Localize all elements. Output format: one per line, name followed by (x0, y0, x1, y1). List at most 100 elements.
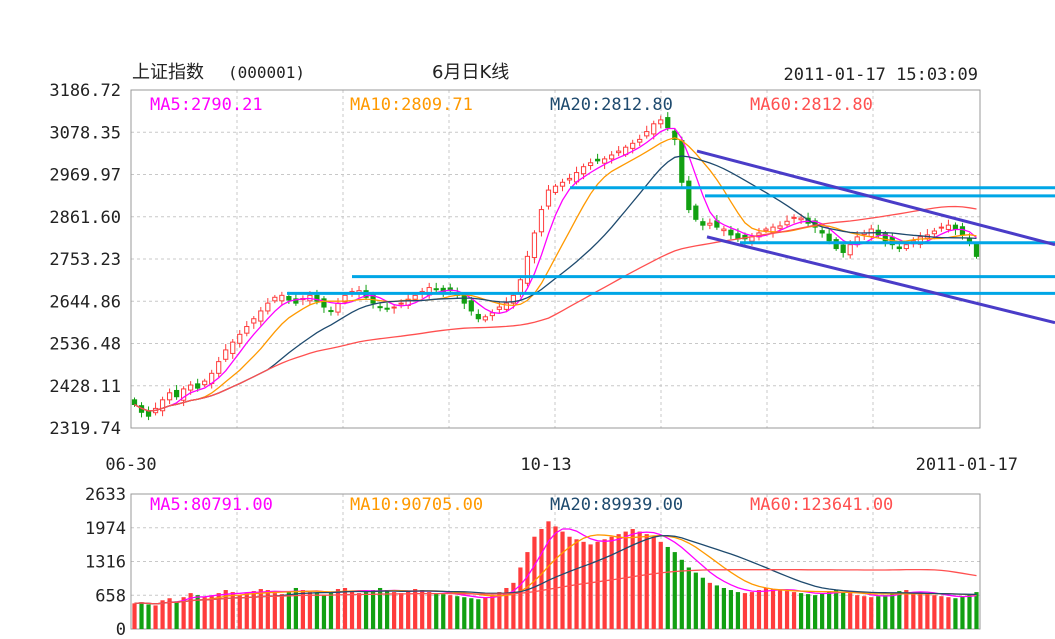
chart-title: 6月日K线 (432, 62, 509, 83)
volume-bar-up (546, 521, 551, 629)
candle-down (321, 298, 327, 308)
candle-up (798, 217, 804, 221)
volume-bar-up (567, 536, 572, 629)
candle-up (342, 294, 348, 303)
volume-y-tick-label: 2633 (85, 485, 126, 505)
price-x-tick-label: 2011-01-17 (916, 455, 1018, 475)
candle-down (145, 410, 152, 417)
candle-down (195, 383, 201, 389)
moving-average-lines (134, 127, 977, 412)
price-legend-item: MA10:2809.71 (350, 95, 473, 115)
volume-y-tick-label: 1974 (85, 519, 126, 539)
volume-bar-down (679, 559, 684, 629)
volume-bar-up (911, 592, 916, 629)
candle-up (482, 316, 488, 321)
volume-bar-up (925, 594, 930, 629)
candle-up (181, 388, 187, 401)
volume-bar-up (630, 529, 635, 629)
candle-up (609, 154, 615, 160)
candle-down (728, 229, 734, 236)
volume-bar-up (539, 529, 544, 629)
volume-bar-up (265, 590, 270, 629)
volume-bar-down (897, 591, 902, 629)
candle-up (658, 119, 664, 125)
candle-down (131, 399, 138, 406)
candle-down (665, 117, 671, 129)
candle-up (587, 162, 594, 167)
volume-bar-up (132, 603, 137, 629)
descending-trendline-upper (696, 149, 1055, 247)
price-x-axis: 06-30 10-13 2011-01-17 (105, 455, 1018, 475)
volume-bar-up (160, 600, 165, 629)
volume-bar-up (420, 590, 425, 629)
volume-bar-down (735, 592, 741, 629)
volume-bar-up (939, 596, 944, 629)
candle-down (973, 243, 980, 257)
trendlines (287, 149, 1055, 325)
price-y-tick-label: 2536.48 (49, 335, 121, 355)
volume-bar-up (272, 593, 277, 629)
volume-bar-up (763, 587, 769, 629)
volume-bar-up (770, 589, 776, 629)
volume-bar-down (293, 587, 298, 629)
volume-bar-down (841, 592, 846, 629)
candle-up (251, 318, 257, 324)
volume-bar-down (377, 587, 383, 629)
index-name: 上证指数 (132, 62, 204, 83)
volume-legend: MA5:80791.00 MA10:90705.00 MA20:89939.00 MA… (150, 495, 893, 515)
candle-up (630, 142, 636, 149)
candle-down (959, 226, 966, 236)
candle-up (784, 220, 790, 226)
candle-down (328, 310, 334, 313)
price-grid (131, 90, 980, 428)
volume-bar-up (518, 567, 523, 629)
candle-up (258, 310, 264, 322)
volume-bar-down (462, 597, 467, 629)
candle-down (679, 140, 685, 183)
volume-bar-up (616, 534, 621, 629)
price-frame (130, 89, 981, 429)
candle-up (616, 150, 622, 154)
volume-bar-up (258, 589, 263, 629)
price-legend-item: MA5:2790.21 (150, 95, 263, 115)
candle-down (174, 389, 180, 398)
volume-bar-down (455, 596, 460, 629)
ma5-line (134, 127, 977, 412)
candle-down (952, 224, 959, 230)
candle-up (166, 392, 173, 401)
volume-bar-down (139, 602, 144, 629)
candle-up (707, 222, 713, 226)
volume-bar-up (848, 593, 853, 629)
volume-bar-up (525, 552, 530, 629)
volume-bar-up (637, 531, 642, 629)
candle-up (188, 384, 194, 391)
volume-bar-up (335, 589, 341, 629)
candle-up (545, 189, 552, 207)
candle-up (524, 255, 531, 284)
volume-bar-up (862, 596, 867, 629)
volume-bar-up (932, 595, 937, 629)
volume-bar-up (595, 541, 600, 629)
volume-bar-down (834, 590, 839, 629)
volume-bar-down (476, 599, 481, 629)
candle-up (202, 380, 208, 386)
volume-bar-up (560, 531, 565, 629)
volume-bar-up (511, 582, 516, 629)
volume-bar-up (181, 597, 186, 629)
candle-down (735, 233, 741, 240)
price-y-tick-label: 2319.74 (49, 419, 121, 439)
volume-bar-down (469, 598, 474, 629)
candle-up (945, 224, 952, 230)
candle-up (531, 232, 538, 259)
volume-bar-up (855, 595, 860, 629)
volume-bar-up (244, 593, 249, 629)
volume-bar-up (777, 590, 783, 629)
candle-up (237, 333, 243, 344)
candle-up (938, 226, 945, 229)
volume-bar-up (651, 536, 656, 629)
volume-bar-up (749, 592, 755, 629)
volume-bar-up (356, 593, 362, 629)
price-x-tick-label: 06-30 (105, 455, 156, 475)
volume-bar-up (658, 541, 663, 629)
chart-datetime: 2011-01-17 15:03:09 (784, 65, 978, 85)
